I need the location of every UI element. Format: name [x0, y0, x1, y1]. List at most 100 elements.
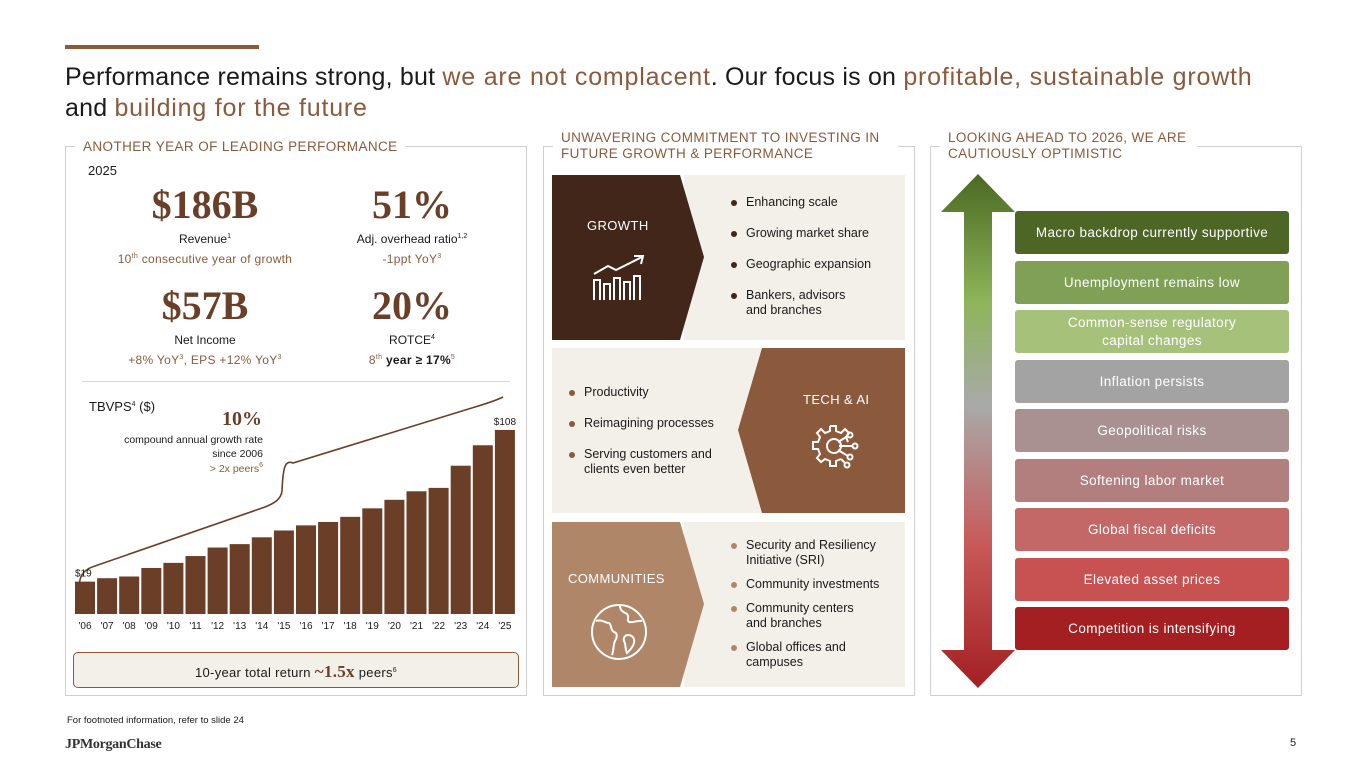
- x-tick-label: '07: [101, 621, 114, 632]
- page-number: 5: [1290, 737, 1297, 749]
- rotce-metric: 20% ROTCE4 8th year ≥ 17%5: [297, 283, 527, 368]
- bar-'10: [163, 562, 184, 614]
- globe-icon: [591, 604, 647, 660]
- bar-'06: [75, 581, 95, 614]
- bar-'20: [384, 499, 405, 614]
- list-item: Reimagining processes: [569, 416, 729, 431]
- first-bar-label: $19: [75, 569, 92, 580]
- bar-'14: [251, 537, 272, 614]
- x-tick-label: '08: [123, 621, 136, 632]
- x-tick-label: '25: [498, 621, 511, 632]
- list-item: Serving customers and clients even bette…: [569, 447, 729, 477]
- x-tick-label: '24: [476, 621, 489, 632]
- double-arrow-shape: [941, 174, 1015, 688]
- x-tick-label: '22: [432, 621, 445, 632]
- bar-'23: [450, 465, 471, 614]
- x-tick-label: '11: [189, 621, 202, 632]
- growth-list: Enhancing scale Growing market share Geo…: [731, 195, 901, 318]
- bar-'08: [119, 576, 140, 614]
- x-tick-label: '14: [255, 621, 268, 632]
- sentiment-double-arrow: [941, 174, 1015, 688]
- metrics-divider: [82, 381, 510, 382]
- outlook-item: Competition is intensifying: [1015, 607, 1289, 650]
- overhead-label: Adj. overhead ratio1,2: [356, 232, 468, 246]
- bar-'18: [340, 516, 361, 614]
- list-item: Community investments: [731, 577, 901, 592]
- ai-gear-icon: [812, 425, 859, 469]
- communities-chevron-shape: [552, 522, 704, 687]
- outlook-panel-title: LOOKING AHEAD TO 2026, WE ARE CAUTIOUSLY…: [940, 130, 1198, 162]
- growth-chevron-shape: [552, 175, 704, 340]
- list-item: Community centers and branches: [731, 601, 866, 631]
- company-logo: JPMorganChase: [65, 737, 162, 752]
- x-tick-label: '17: [322, 621, 335, 632]
- bar-'17: [318, 521, 339, 614]
- outlook-item: Global fiscal deficits: [1015, 508, 1289, 551]
- rotce-value: 20%: [372, 283, 452, 328]
- tbvps-bar-chart: '06 '07 '08 '09 '10 '11 '12 '13 '14 '15 '16 '17 '18 '…: [75, 396, 517, 632]
- overhead-metric: 51% Adj. overhead ratio1,2 -1ppt YoY3: [297, 182, 527, 267]
- revenue-metric: $186B Revenue1 10th consecutive year of …: [90, 184, 320, 267]
- bar-'13: [229, 544, 250, 614]
- outlook-item: Inflation persists: [1015, 360, 1289, 403]
- growth-band: [684, 175, 905, 340]
- outlook-item: Macro backdrop currently supportive: [1015, 211, 1289, 254]
- last-bar-label: $108: [494, 417, 517, 428]
- net-income-label: Net Income: [174, 333, 236, 347]
- revenue-subtext: 10th consecutive year of growth: [117, 252, 293, 266]
- title-accent-line: [65, 45, 259, 49]
- x-tick-label: '18: [344, 621, 357, 632]
- overhead-subtext: -1ppt YoY3: [382, 252, 442, 266]
- growth-chart-icon: [593, 255, 645, 300]
- outlook-item: Common-sense regulatory capital changes: [1015, 310, 1289, 353]
- outlook-item: Elevated asset prices: [1015, 558, 1289, 601]
- bar-'21: [406, 491, 427, 614]
- rotce-label: ROTCE4: [389, 333, 435, 347]
- list-item: Geographic expansion: [731, 257, 901, 272]
- cagr-description: compound annual growth rate since 2006: [124, 434, 263, 460]
- x-tick-label: '13: [233, 621, 246, 632]
- bar-'16: [296, 525, 316, 614]
- net-income-value: $57B: [161, 283, 249, 328]
- bar-'24: [472, 445, 493, 614]
- tech-label: TECH & AI: [803, 392, 870, 407]
- list-item: Security and Resiliency Initiative (SRI): [731, 538, 891, 568]
- communities-band: [684, 522, 905, 687]
- rotce-subtext: 8th year ≥ 17%5: [368, 353, 456, 367]
- bar-'22: [428, 487, 449, 614]
- list-item: Global offices and campuses: [731, 640, 861, 670]
- x-tick-label: '21: [410, 621, 423, 632]
- performance-panel-title: ANOTHER YEAR OF LEADING PERFORMANCE: [75, 139, 406, 155]
- x-tick-label: '20: [388, 621, 401, 632]
- total-return-box: 10-year total return ~1.5x peers6: [73, 652, 519, 688]
- cagr-peers: > 2x peers6: [209, 462, 263, 475]
- bar-'09: [141, 567, 162, 614]
- cagr-brace: [78, 396, 504, 596]
- bar-'07: [97, 578, 118, 614]
- revenue-label: Revenue1: [179, 232, 231, 246]
- list-item: Productivity: [569, 385, 729, 400]
- bar-'11: [185, 556, 206, 614]
- communities-chevron: [552, 522, 704, 687]
- x-tick-label: '12: [211, 621, 224, 632]
- footnote: For footnoted information, refer to slid…: [67, 715, 244, 726]
- bar-'25: [494, 429, 515, 614]
- x-tick-label: '09: [145, 621, 158, 632]
- x-tick-label: '23: [454, 621, 467, 632]
- outlook-item: Softening labor market: [1015, 459, 1289, 502]
- bar-'12: [207, 547, 228, 614]
- bar-'15: [273, 530, 294, 614]
- x-tick-label: '06: [78, 621, 91, 632]
- overhead-value: 51%: [372, 182, 452, 227]
- x-tick-label: '15: [277, 621, 290, 632]
- outlook-item: Unemployment remains low: [1015, 261, 1289, 304]
- communities-list: Security and Resiliency Initiative (SRI)…: [731, 538, 901, 670]
- investing-panel-title: UNWAVERING COMMITMENT TO INVESTING IN FU…: [553, 130, 898, 162]
- list-item: Growing market share: [731, 226, 901, 241]
- tech-list: Productivity Reimagining processes Servi…: [569, 385, 729, 477]
- year-label: 2025: [88, 163, 117, 178]
- communities-label: COMMUNITIES: [568, 571, 665, 586]
- cagr-value: 10%: [222, 408, 262, 430]
- net-income-metric: $57B Net Income +8% YoY3, EPS +12% YoY3: [90, 283, 320, 368]
- bar-'19: [362, 508, 383, 614]
